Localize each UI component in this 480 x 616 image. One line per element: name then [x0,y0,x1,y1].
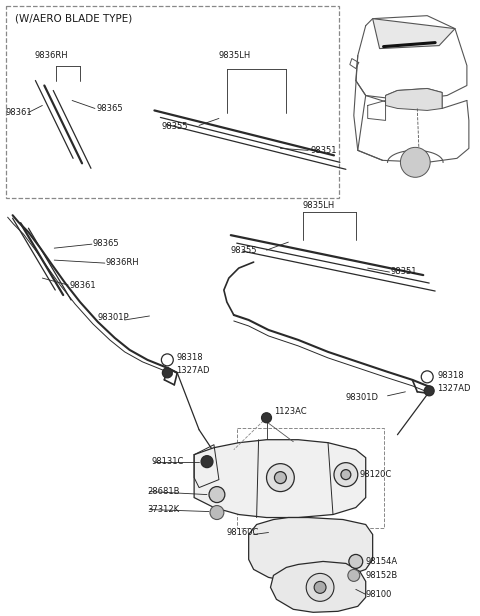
Circle shape [349,554,363,569]
Text: 98365: 98365 [93,238,120,248]
Circle shape [334,463,358,487]
Text: 1123AC: 1123AC [275,407,307,416]
Polygon shape [271,561,366,612]
Text: 98318: 98318 [437,371,464,380]
Text: 98301D: 98301D [346,393,379,402]
Polygon shape [249,517,372,582]
Text: 98154A: 98154A [366,557,398,566]
Text: 98351: 98351 [310,146,336,155]
Text: 98152B: 98152B [366,571,398,580]
Circle shape [341,469,351,480]
Text: (W/AERO BLADE TYPE): (W/AERO BLADE TYPE) [14,14,132,23]
Circle shape [262,413,272,423]
Circle shape [266,464,294,492]
Text: 98361: 98361 [69,280,96,290]
Circle shape [209,487,225,503]
Text: 37312K: 37312K [147,505,180,514]
Circle shape [314,582,326,593]
Circle shape [162,368,172,378]
Text: 98355: 98355 [161,122,188,131]
Circle shape [400,147,430,177]
Text: 98355: 98355 [231,246,257,254]
Text: 1327AD: 1327AD [176,367,210,375]
Text: 98361: 98361 [6,108,32,117]
Text: 98120C: 98120C [360,470,392,479]
Text: 1327AD: 1327AD [437,384,470,394]
Circle shape [348,569,360,582]
Text: 98365: 98365 [97,104,123,113]
Text: 28681B: 28681B [147,487,180,496]
Circle shape [161,354,173,366]
Circle shape [306,573,334,601]
Polygon shape [194,440,366,517]
Circle shape [424,386,434,396]
Text: 98160C: 98160C [227,528,259,537]
Circle shape [275,472,287,484]
Circle shape [210,506,224,519]
Circle shape [421,371,433,383]
Text: 98131C: 98131C [152,457,184,466]
Polygon shape [372,18,455,49]
Text: 98318: 98318 [176,354,203,362]
Text: 98351: 98351 [391,267,417,275]
Text: 98100: 98100 [366,590,392,599]
Text: 9836RH: 9836RH [35,51,68,60]
Circle shape [201,456,213,468]
Text: 9835LH: 9835LH [302,201,335,209]
Polygon shape [385,89,442,110]
Text: 9835LH: 9835LH [219,51,251,60]
Text: 98301P: 98301P [98,314,130,323]
Text: 9836RH: 9836RH [106,257,140,267]
